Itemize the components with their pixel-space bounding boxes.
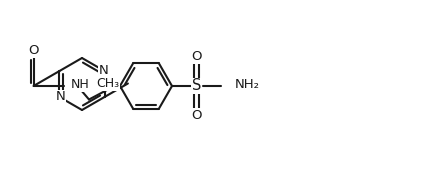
Text: O: O	[191, 109, 202, 122]
Text: NH₂: NH₂	[235, 79, 260, 92]
Text: N: N	[56, 90, 66, 103]
Text: S: S	[192, 79, 201, 94]
Text: CH₃: CH₃	[96, 77, 119, 90]
Text: O: O	[28, 44, 39, 57]
Text: O: O	[191, 50, 202, 63]
Text: N: N	[99, 65, 109, 78]
Text: NH: NH	[70, 79, 89, 92]
